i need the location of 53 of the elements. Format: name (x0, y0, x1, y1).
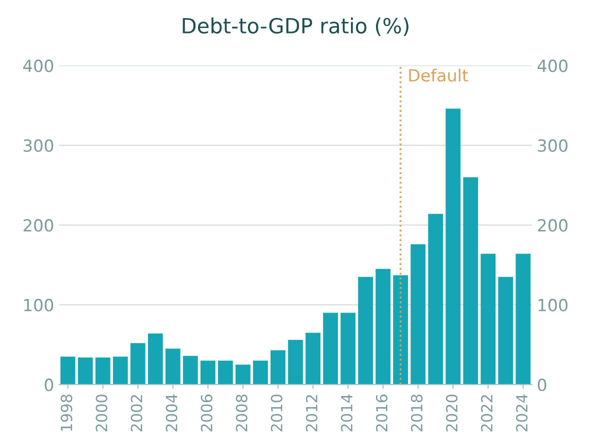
bar (218, 360, 233, 385)
x-tick-label: 2014 (340, 394, 352, 432)
y2-tick-label: 0 (538, 378, 546, 392)
bar (148, 334, 163, 385)
bar (323, 312, 338, 385)
bar (393, 275, 408, 385)
bar (112, 356, 128, 385)
x-tick-label: 2012 (306, 395, 318, 432)
x-tick-label: 2000 (96, 394, 108, 432)
bar (165, 348, 180, 385)
y-tick-label: 400 (23, 60, 54, 72)
bar (516, 254, 531, 385)
bar (253, 360, 268, 385)
x-tick-label: 2002 (130, 395, 142, 432)
y2-tick-label: 200 (538, 219, 568, 232)
bar (288, 340, 303, 385)
y-tick-label: 300 (24, 139, 54, 152)
bar (498, 276, 514, 385)
y-tick-label: 200 (24, 219, 54, 232)
bar (95, 357, 110, 385)
x-tick-label: 2006 (200, 394, 212, 432)
x-tick-label: 2022 (481, 395, 493, 432)
y2-tick-label: 400 (538, 60, 568, 72)
bar (200, 360, 216, 385)
x-tick-label: 2010 (270, 394, 282, 432)
x-tick-label: 2008 (236, 394, 248, 432)
bar (340, 312, 356, 385)
bar (236, 364, 250, 385)
bar (480, 254, 496, 385)
y2-tick-label: 100 (538, 298, 568, 312)
x-tick-label: 2004 (166, 394, 178, 432)
bar (463, 177, 478, 385)
x-tick-label: 2020 (446, 394, 458, 432)
bar (446, 108, 461, 385)
y-tick-label: 0 (44, 378, 54, 392)
bar (60, 356, 76, 385)
x-tick-label: 1998 (60, 394, 72, 431)
bar (428, 214, 444, 385)
bar (306, 332, 320, 385)
bar (358, 276, 373, 385)
bar (182, 356, 198, 385)
bar (78, 357, 93, 385)
bar (376, 268, 390, 385)
y-tick-label: 100 (24, 298, 54, 312)
ref-line-label: Default (409, 68, 468, 82)
x-tick-label: 2024 (516, 394, 528, 432)
bar (270, 350, 286, 385)
x-tick-label: 2016 (376, 394, 388, 432)
bar (130, 343, 146, 385)
x-tick-label: 2018 (410, 394, 423, 432)
y2-tick-label: 300 (538, 139, 568, 152)
bar (410, 244, 426, 385)
chart-title: Debt-to-GDP ratio (%) (182, 17, 408, 36)
